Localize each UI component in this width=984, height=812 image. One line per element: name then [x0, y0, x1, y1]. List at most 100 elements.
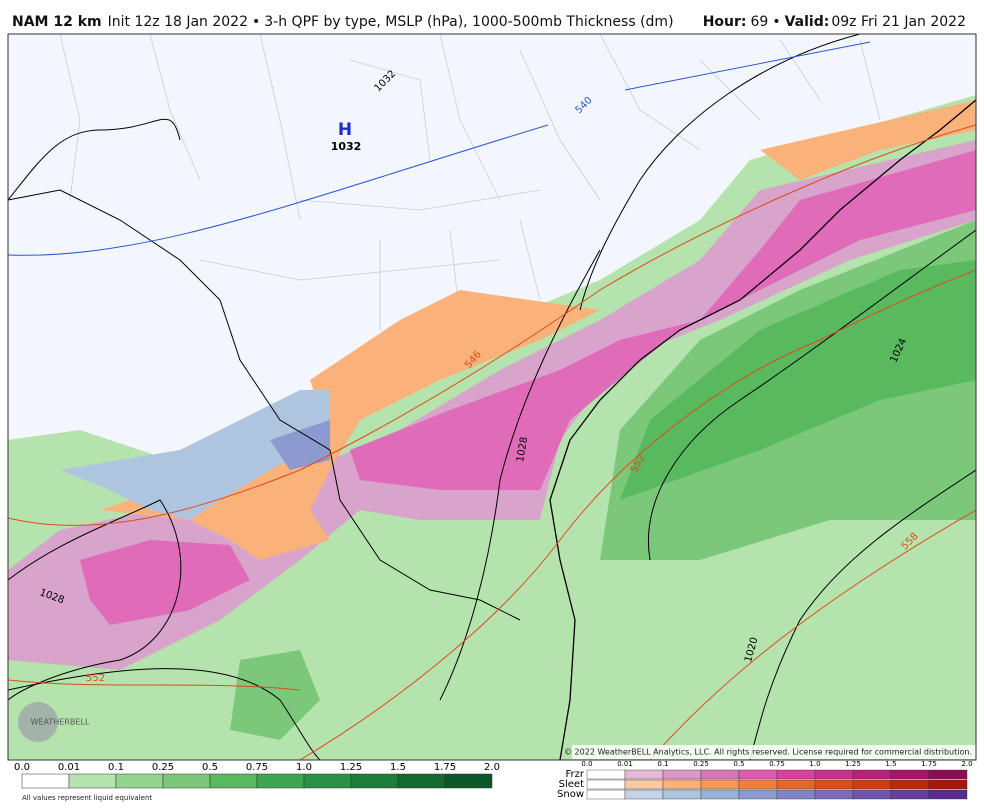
- legend-tick-label: 0.1: [108, 762, 124, 773]
- legend-tick-label: 0.1: [657, 760, 668, 768]
- legend-tick-label: 0.0: [581, 760, 592, 768]
- thickness-540: [8, 41, 871, 256]
- legend-tick-label: 2.0: [484, 762, 500, 773]
- isobar-label: 1028: [515, 436, 530, 463]
- legend-tick-label: 0.25: [152, 762, 174, 773]
- legend-tick-label: 0.75: [769, 760, 785, 768]
- legend-swatch: [852, 789, 892, 800]
- legend-swatch: [928, 769, 968, 780]
- legend-tick-label: 1.75: [434, 762, 456, 773]
- legend-swatch: [68, 773, 117, 789]
- legend-tick-label: 0.5: [202, 762, 218, 773]
- valid: 09z Fri 21 Jan 2022: [831, 14, 966, 30]
- legend-swatch: [303, 773, 352, 789]
- legend-swatch: [776, 769, 816, 780]
- description: 3-h QPF by type, MSLP (hPa), 1000-500mb …: [264, 14, 673, 30]
- high-symbol: H: [338, 120, 352, 140]
- legend-swatch: [890, 779, 930, 790]
- legend-swatch: [928, 779, 968, 790]
- header-right: Hour: 69 • Valid: 09z Fri 21 Jan 2022: [703, 14, 966, 30]
- rain-legend: All values represent liquid equivalent 0…: [14, 762, 500, 802]
- hour: 69: [751, 14, 769, 30]
- legend-swatch: [444, 773, 493, 789]
- legend-tick-label: 0.01: [58, 762, 80, 773]
- legend-tick-label: 1.25: [340, 762, 362, 773]
- border-line: [8, 189, 521, 621]
- legend-swatch: [738, 789, 778, 800]
- legend-swatch: [662, 789, 702, 800]
- freezing-rain-heavy: [80, 150, 976, 625]
- legend-swatch: [852, 769, 892, 780]
- valid-label: Valid:: [785, 14, 830, 30]
- legend-swatch: [776, 779, 816, 790]
- legend-swatch: [162, 773, 211, 789]
- high-value: 1032: [331, 140, 362, 153]
- legend-tick-label: 1.25: [845, 760, 861, 768]
- moderate-rain-area: [230, 650, 320, 740]
- legend-swatch: [738, 769, 778, 780]
- map: H 1032 1032 1028 1028 1024 1020 540 546 …: [7, 33, 977, 761]
- snow-area: [60, 390, 330, 520]
- hour-label: Hour:: [703, 14, 747, 30]
- separator: •: [772, 14, 780, 30]
- init: Init 12z 18 Jan 2022: [108, 14, 248, 30]
- isobars: [8, 34, 976, 760]
- legend-swatch: [662, 779, 702, 790]
- legend-tick-label: 0.01: [617, 760, 633, 768]
- legend-swatch: [624, 789, 664, 800]
- legend-swatch: [586, 789, 626, 800]
- legend-swatch: [209, 773, 258, 789]
- thickness-label: 552: [86, 673, 105, 684]
- heavy-rain-area: [620, 260, 976, 500]
- legend-tick-label: 0.5: [733, 760, 744, 768]
- legend-swatch: [890, 769, 930, 780]
- legend-row-label: Snow: [557, 789, 584, 800]
- county-borders: [59, 34, 881, 330]
- legend-note: All values represent liquid equivalent: [22, 794, 152, 802]
- legend-swatch: [814, 789, 854, 800]
- legend-tick-label: 1.0: [809, 760, 820, 768]
- legend-swatch: [586, 769, 626, 780]
- legend-swatch: [852, 779, 892, 790]
- legend-swatch: [397, 773, 446, 789]
- legend-tick-label: 0.75: [246, 762, 268, 773]
- legend-swatch: [256, 773, 305, 789]
- legend-swatch: [700, 789, 740, 800]
- legend-swatch: [738, 779, 778, 790]
- coastline: [549, 99, 976, 760]
- thickness-lines: [8, 124, 976, 760]
- legend-row-label: Frzr: [566, 769, 585, 780]
- legend-swatch: [662, 769, 702, 780]
- logo-mark: [18, 702, 58, 742]
- legend-tick-label: 1.75: [921, 760, 937, 768]
- logo: WEATHERBELL: [31, 718, 90, 727]
- header-left: NAM 12 km Init 12z 18 Jan 2022 • 3-h QPF by…: [12, 14, 674, 30]
- copyright-bg: [572, 745, 976, 759]
- legend-row-label: Sleet: [559, 779, 584, 790]
- legend-swatch: [776, 789, 816, 800]
- legend-tick-label: 0.0: [14, 762, 30, 773]
- legend-tick-label: 1.5: [885, 760, 896, 768]
- legend-swatch: [350, 773, 399, 789]
- legend-tick-label: 1.5: [390, 762, 406, 773]
- legend-tick-label: 0.25: [693, 760, 709, 768]
- legend-swatch: [890, 789, 930, 800]
- legend-swatch: [624, 779, 664, 790]
- legend-swatch: [700, 769, 740, 780]
- legend-swatch: [700, 779, 740, 790]
- map-frame: [7, 33, 977, 761]
- legend-tick-label: 2.0: [961, 760, 972, 768]
- legend-tick-label: 1.0: [296, 762, 312, 773]
- legend-swatch: [814, 769, 854, 780]
- legend-swatch: [928, 789, 968, 800]
- legend-swatch: [21, 773, 70, 789]
- copyright: © 2022 WeatherBELL Analytics, LLC. All r…: [564, 748, 972, 757]
- separator: •: [252, 14, 260, 30]
- legend-swatch: [115, 773, 164, 789]
- model: NAM 12 km: [12, 14, 102, 30]
- legend-swatch: [814, 779, 854, 790]
- legend-swatch: [586, 779, 626, 790]
- legend-swatch: [624, 769, 664, 780]
